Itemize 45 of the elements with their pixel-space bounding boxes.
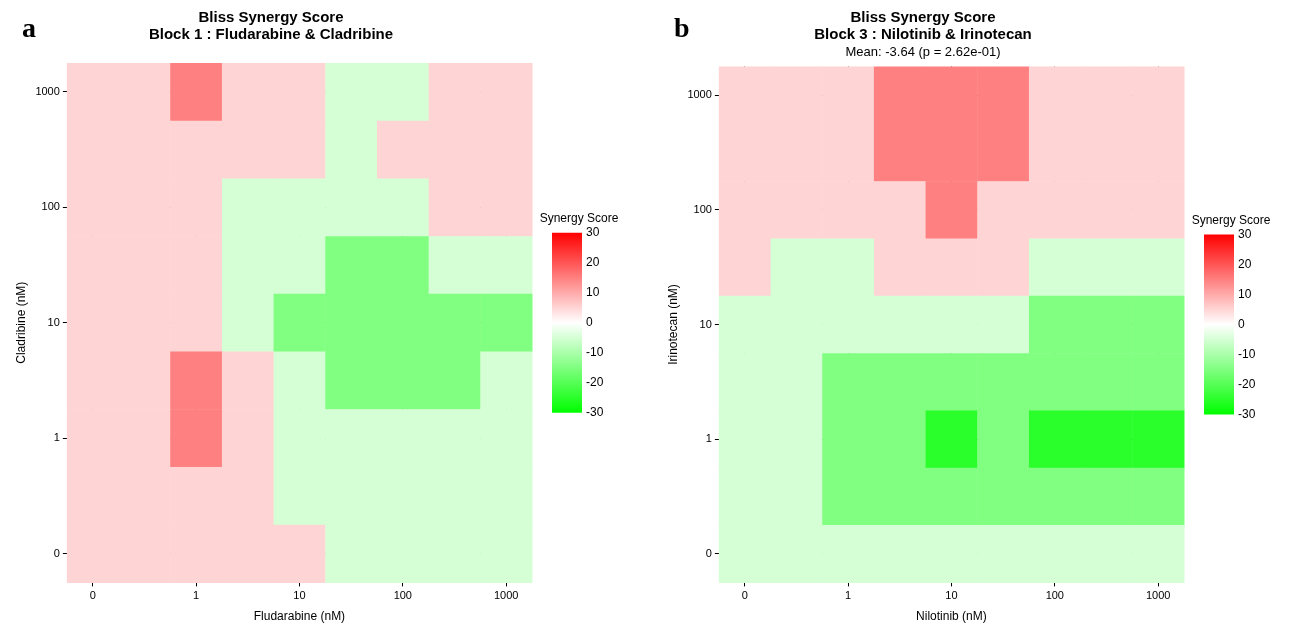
x-tick-label: 100 xyxy=(1045,589,1064,602)
x-tick-label: 1000 xyxy=(493,589,519,602)
color-bar-label: 10 xyxy=(1238,286,1252,301)
color-bar-title: Synergy Score xyxy=(539,211,619,226)
x-axis-title: Nilotinib (nM) xyxy=(916,609,987,624)
x-tick-label: 10 xyxy=(945,589,958,602)
chart-title: Bliss Synergy Score Block 3 : Nilotinib & Irinotecan xyxy=(814,8,1032,42)
color-bar-label: 0 xyxy=(1238,316,1245,331)
x-tick-label: 0 xyxy=(89,589,96,602)
x-tick-label: 10 xyxy=(293,589,306,602)
x-tick-label: 1 xyxy=(193,589,200,602)
y-tick-label: 0 xyxy=(705,546,712,559)
color-bar-label: 20 xyxy=(586,255,600,270)
x-tick-label: 1000 xyxy=(1145,589,1171,602)
x-tick-label: 100 xyxy=(393,589,412,602)
color-bar-label: -30 xyxy=(586,405,604,420)
color-bar-label: 0 xyxy=(586,315,593,330)
x-axis-title: Fludarabine (nM) xyxy=(253,609,346,624)
y-tick-label: 10 xyxy=(699,317,712,330)
chart-subtitle: Mean: -3.64 (p = 2.62e-01) xyxy=(845,44,1001,60)
text: a xyxy=(22,12,36,44)
y-axis-title: Cladribine (nM) xyxy=(13,281,28,364)
color-bar-label: -10 xyxy=(586,345,604,360)
y-tick-label: 100 xyxy=(693,202,712,215)
color-bar-label: 30 xyxy=(586,225,600,240)
y-axis-title: Irinotecan (nM) xyxy=(665,284,680,365)
y-tick-label: 1 xyxy=(53,431,60,444)
chart-title: Bliss Synergy Score Block 1 : Fludarabine & Cladribine xyxy=(148,8,394,42)
x-tick-label: 0 xyxy=(741,589,748,602)
color-bar-label: -30 xyxy=(1238,406,1256,421)
text: b xyxy=(674,12,690,44)
y-tick-label: 1000 xyxy=(35,84,60,97)
color-bar-label: -20 xyxy=(586,375,604,390)
color-bar-label: 30 xyxy=(1238,226,1252,241)
y-tick-label: 10 xyxy=(47,315,60,328)
x-tick-label: 1 xyxy=(845,589,852,602)
color-bar-label: -20 xyxy=(1238,376,1256,391)
y-tick-label: 1 xyxy=(705,432,712,445)
color-bar-label: 10 xyxy=(586,285,600,300)
y-tick-label: 100 xyxy=(41,200,60,213)
color-bar-title: Synergy Score xyxy=(1191,212,1271,227)
color-bar-label: -10 xyxy=(1238,346,1256,361)
color-bar-label: 20 xyxy=(1238,256,1252,271)
y-tick-label: 0 xyxy=(53,546,60,559)
y-tick-label: 1000 xyxy=(687,88,712,101)
